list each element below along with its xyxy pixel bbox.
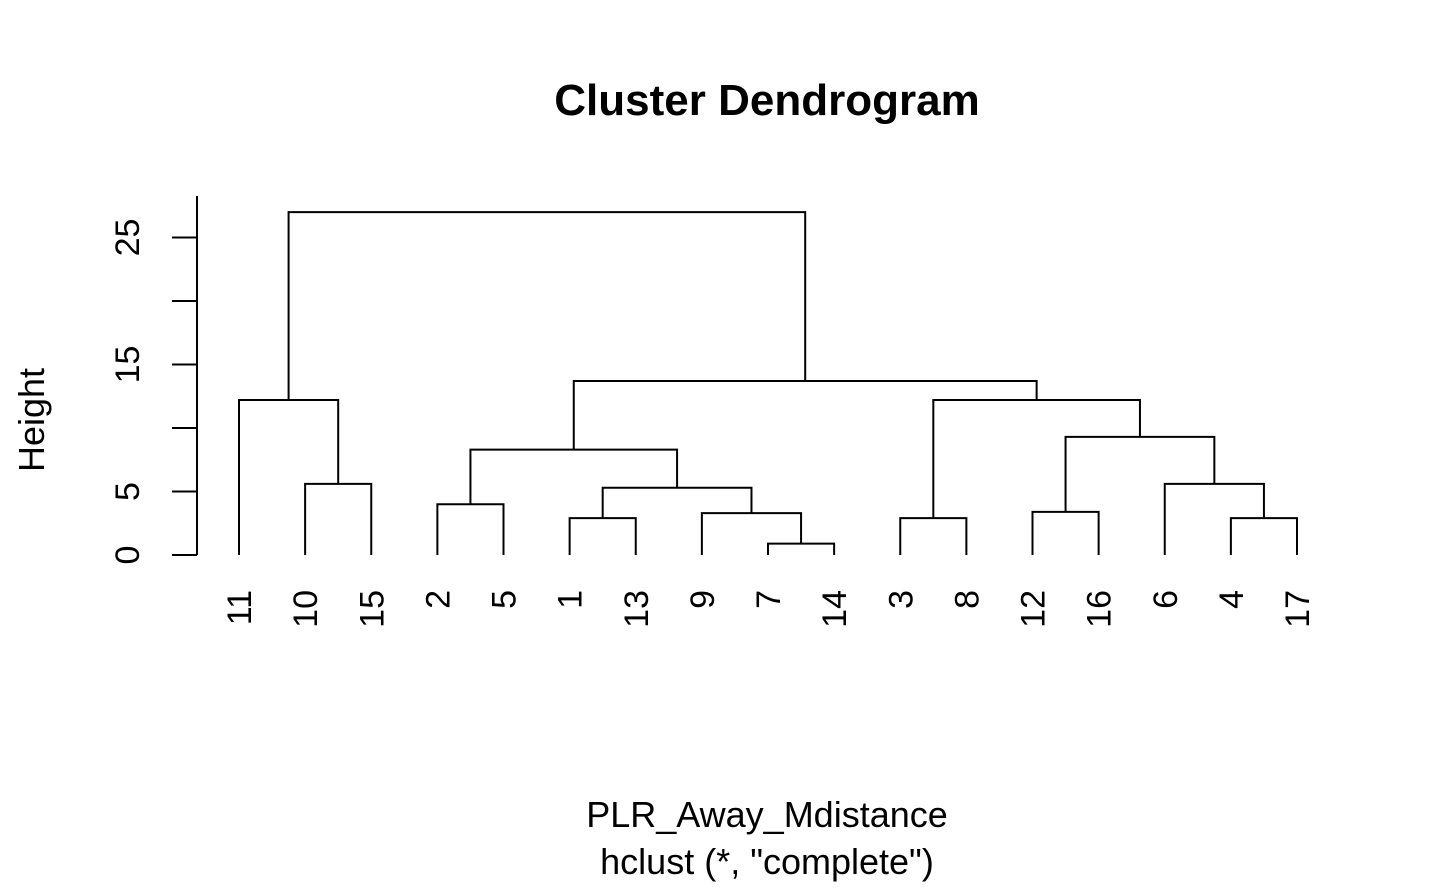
chart-subtitle: hclust (*, "complete") bbox=[600, 841, 934, 882]
leaf-label: 10 bbox=[287, 590, 325, 628]
y-axis-label: Height bbox=[11, 368, 52, 472]
leaf-label: 5 bbox=[486, 590, 524, 609]
dendrogram-branch bbox=[436, 503, 505, 555]
leaf-label: 8 bbox=[948, 590, 986, 609]
leaf-label: 16 bbox=[1081, 590, 1119, 628]
dendrogram-branch bbox=[1031, 510, 1100, 555]
dendrogram-branch bbox=[700, 512, 803, 555]
leaf-label: 14 bbox=[816, 590, 854, 628]
dendrogram-branch bbox=[469, 448, 679, 505]
leaf-label: 6 bbox=[1147, 590, 1185, 609]
y-axis: 0 5 15 25 bbox=[109, 196, 198, 565]
leaf-label: 2 bbox=[419, 590, 457, 609]
y-tick-label: 15 bbox=[109, 346, 147, 384]
leaf-label: 4 bbox=[1213, 590, 1251, 609]
dendrogram-branch bbox=[568, 517, 637, 555]
leaf-label: 15 bbox=[353, 590, 391, 628]
dendrogram-branch bbox=[287, 211, 807, 401]
leaf-labels: 11 10 15 2 5 1 13 9 7 14 3 8 12 16 6 4 17 bbox=[221, 590, 1317, 628]
dendrogram-branch bbox=[238, 399, 340, 555]
dendrogram-branches bbox=[238, 211, 1298, 555]
leaf-label: 12 bbox=[1015, 590, 1053, 628]
y-tick-label: 25 bbox=[109, 219, 147, 257]
dendrogram-branch bbox=[1163, 482, 1265, 555]
leaf-label: 13 bbox=[618, 590, 656, 628]
leaf-label: 1 bbox=[552, 590, 590, 609]
dendrogram-branch bbox=[1229, 517, 1298, 555]
leaf-label: 17 bbox=[1279, 590, 1317, 628]
dendrogram-branch bbox=[767, 542, 836, 555]
y-tick-label: 0 bbox=[109, 546, 147, 565]
dendrogram-branch bbox=[304, 482, 373, 555]
dendrogram-branch bbox=[572, 380, 1038, 450]
leaf-label: 11 bbox=[221, 590, 259, 625]
leaf-label: 7 bbox=[750, 590, 788, 609]
dendrogram-branch bbox=[899, 517, 968, 555]
dendrogram-branch bbox=[932, 399, 1141, 519]
y-tick-label: 5 bbox=[109, 482, 147, 501]
dendrogram-branch bbox=[1064, 435, 1216, 512]
chart-title: Cluster Dendrogram bbox=[554, 76, 979, 125]
leaf-label: 9 bbox=[684, 590, 722, 609]
leaf-label: 3 bbox=[882, 590, 920, 609]
x-axis-label: PLR_Away_Mdistance bbox=[586, 794, 948, 835]
